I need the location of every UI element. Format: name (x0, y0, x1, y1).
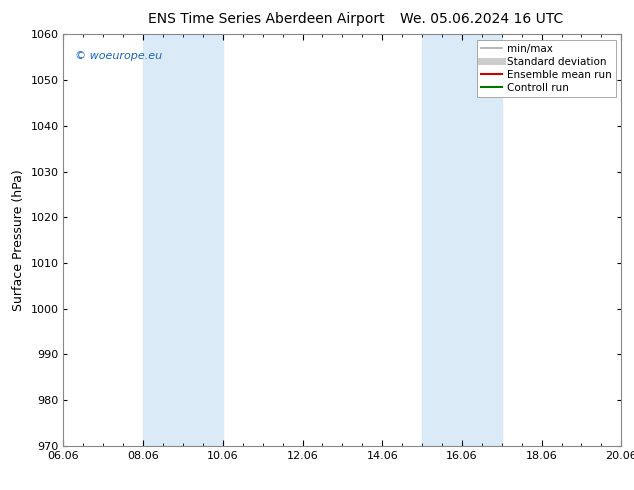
Text: We. 05.06.2024 16 UTC: We. 05.06.2024 16 UTC (400, 12, 564, 26)
Legend: min/max, Standard deviation, Ensemble mean run, Controll run: min/max, Standard deviation, Ensemble me… (477, 40, 616, 97)
Text: © woeurope.eu: © woeurope.eu (75, 51, 162, 61)
Bar (422, 34, 501, 446)
Y-axis label: Surface Pressure (hPa): Surface Pressure (hPa) (12, 169, 25, 311)
Text: ENS Time Series Aberdeen Airport: ENS Time Series Aberdeen Airport (148, 12, 385, 26)
Bar (143, 34, 223, 446)
